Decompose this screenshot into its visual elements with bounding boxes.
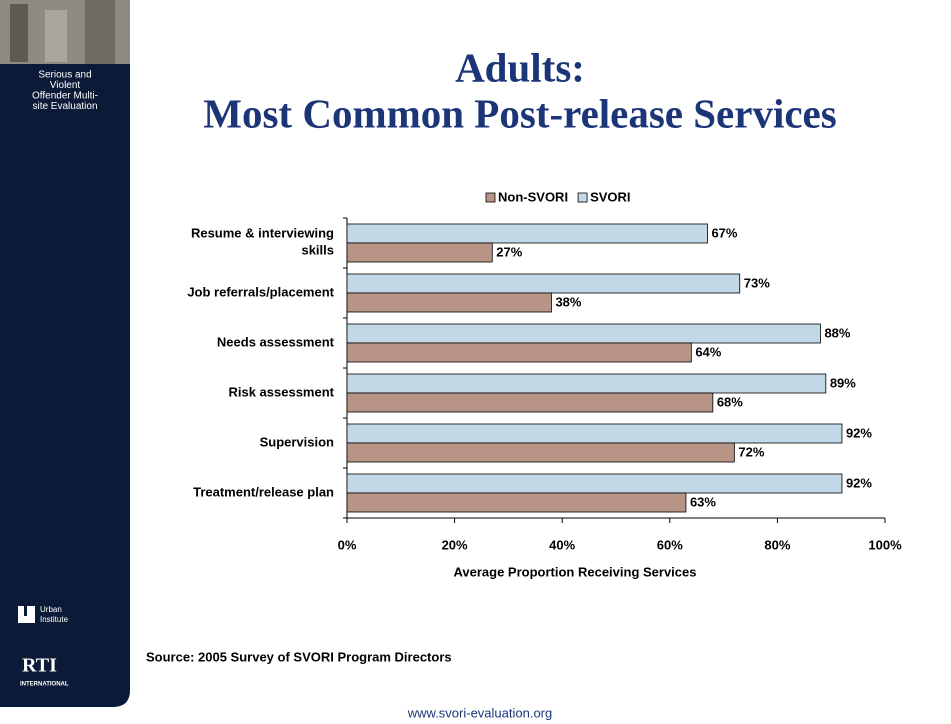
bar: [346, 423, 843, 444]
x-tick-label: 20%: [442, 537, 468, 552]
value-label: 89%: [830, 375, 856, 390]
bar: [346, 442, 735, 463]
bar: [346, 223, 708, 244]
y-tick-label: Resume & interviewing skills: [191, 226, 334, 258]
project-name: Offender Multi-: [32, 91, 98, 102]
photo-detail: [45, 10, 67, 62]
bar: [346, 392, 714, 413]
chart: 0% 20% 40% 60% 80% 100% Non-SVORI SVORI Resume &…: [187, 189, 902, 552]
logo-text: INTERNATIONAL: [20, 682, 69, 688]
chart-subtitle: Most Common Post-release Services: [203, 90, 836, 136]
project-name: Violent: [50, 80, 81, 91]
bar: [346, 342, 692, 363]
sidebar: [0, 0, 130, 707]
legend-label: SVORI: [590, 189, 630, 204]
x-tick-label: 40%: [549, 537, 575, 552]
bar: [346, 373, 827, 394]
value-label: 64%: [695, 344, 721, 359]
value-label: 38%: [555, 294, 581, 309]
legend-swatch: [577, 192, 588, 203]
y-tick-label: Job referrals/placement: [187, 284, 334, 299]
y-tick-label: Risk assessment: [228, 384, 334, 399]
y-tick-label: Treatment/release plan: [193, 484, 334, 499]
logo-text: Institute: [40, 615, 69, 624]
value-label: 27%: [496, 244, 522, 259]
logo-text: Urban: [40, 605, 62, 614]
x-tick-label: 100%: [868, 537, 902, 552]
value-label: 67%: [711, 225, 737, 240]
x-axis-title: Average Proportion Receiving Services: [453, 564, 696, 579]
project-name: site Evaluation: [32, 101, 97, 112]
footer-url: www.svori-evaluation.org: [407, 705, 553, 720]
photo-detail: [85, 0, 115, 64]
photo-detail: [10, 4, 28, 62]
bar: [346, 292, 552, 313]
bar: [346, 273, 741, 294]
y-tick-label: Supervision: [260, 434, 334, 449]
urban-logo-mark: [24, 606, 27, 616]
value-label: 72%: [738, 444, 764, 459]
bar: [346, 323, 821, 344]
x-tick-label: 80%: [764, 537, 790, 552]
value-label: 63%: [690, 494, 716, 509]
legend-label: Non-SVORI: [498, 189, 568, 204]
x-tick-label: 0%: [338, 537, 357, 552]
logo-text: RTI: [22, 655, 57, 677]
value-label: 92%: [846, 425, 872, 440]
bar: [346, 492, 687, 513]
project-name: Serious and: [38, 70, 91, 81]
y-tick-label: Needs assessment: [217, 334, 335, 349]
source-note: Source: 2005 Survey of SVORI Program Dir…: [146, 649, 452, 664]
value-label: 73%: [744, 275, 770, 290]
x-tick-label: 60%: [657, 537, 683, 552]
value-label: 68%: [717, 394, 743, 409]
legend-swatch: [485, 192, 496, 203]
value-label: 92%: [846, 475, 872, 490]
bar: [346, 242, 493, 263]
chart-title: Adults:: [455, 44, 585, 90]
legend: Non-SVORI SVORI: [485, 189, 631, 204]
bar: [346, 473, 843, 494]
value-label: 88%: [824, 325, 850, 340]
